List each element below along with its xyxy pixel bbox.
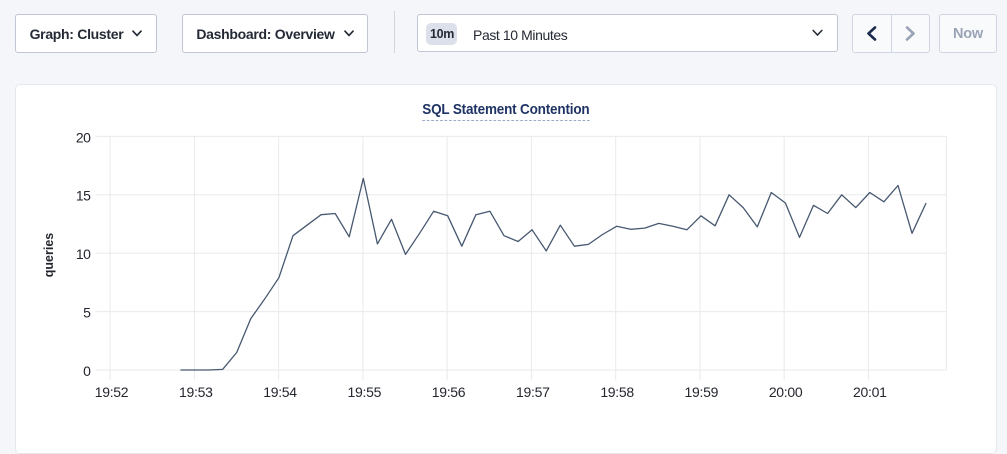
svg-text:15: 15 [76,188,91,204]
svg-text:19:52: 19:52 [95,384,129,400]
svg-text:19:59: 19:59 [685,384,719,400]
svg-text:19:56: 19:56 [432,384,466,400]
svg-text:queries: queries [42,233,56,278]
svg-text:19:53: 19:53 [179,384,213,400]
svg-text:19:58: 19:58 [600,384,634,400]
svg-text:0: 0 [83,363,91,379]
svg-text:20:01: 20:01 [853,384,887,400]
svg-text:19:55: 19:55 [348,384,382,400]
svg-text:10: 10 [76,246,91,262]
svg-text:20: 20 [76,129,91,145]
svg-text:5: 5 [83,305,91,321]
svg-text:19:54: 19:54 [263,384,297,400]
svg-text:19:57: 19:57 [516,384,550,400]
svg-text:20:00: 20:00 [769,384,803,400]
